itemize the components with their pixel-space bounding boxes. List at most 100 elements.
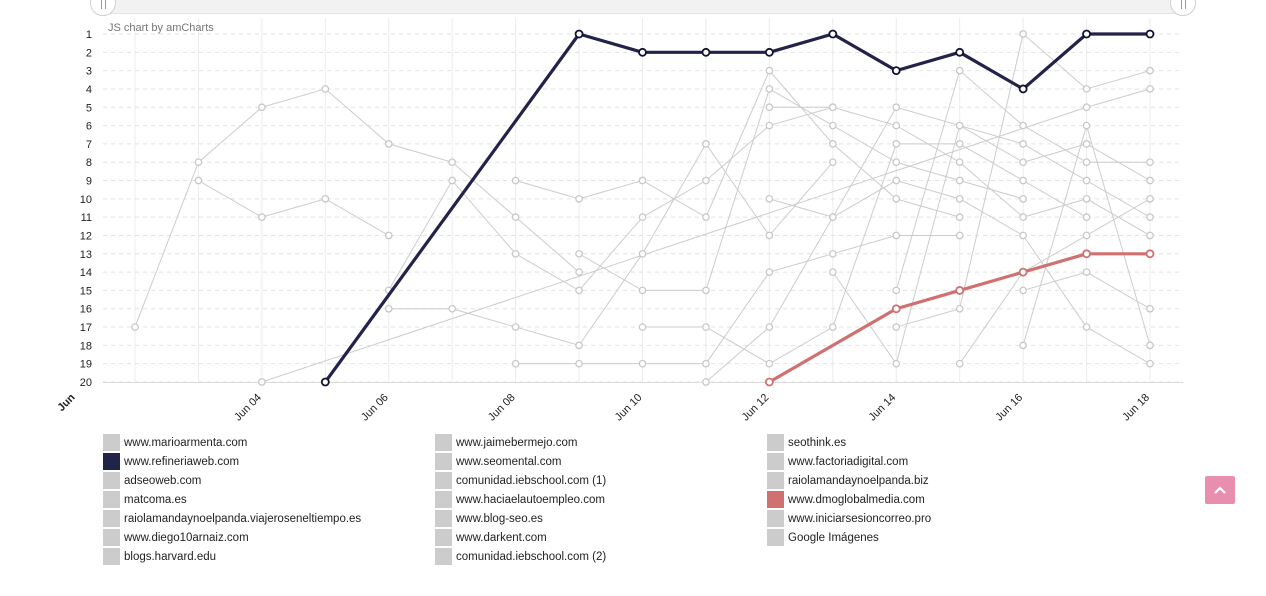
data-point	[892, 158, 901, 167]
data-point	[638, 176, 647, 185]
y-tick-label: 7	[86, 139, 92, 151]
data-point	[765, 66, 774, 75]
data-point	[575, 249, 583, 258]
legend-swatch	[435, 548, 452, 565]
data-point	[828, 249, 837, 258]
legend-item[interactable]: www.seomental.com	[435, 452, 755, 471]
y-tick-label: 18	[80, 340, 92, 352]
data-point	[258, 213, 266, 222]
series-11	[765, 103, 1154, 240]
data-point	[828, 158, 837, 167]
data-point	[575, 359, 583, 368]
data-point	[448, 176, 457, 185]
data-point	[511, 323, 520, 331]
data-point	[765, 231, 774, 240]
legend-item[interactable]: www.marioarmenta.com	[103, 433, 423, 452]
data-point	[1082, 249, 1091, 259]
data-point	[955, 231, 964, 240]
series-19	[1019, 121, 1154, 350]
series-line	[642, 143, 1087, 365]
data-point	[765, 85, 774, 93]
legend-item[interactable]: www.darkent.com	[435, 528, 755, 547]
chart-scrollbar[interactable]	[90, 0, 1196, 16]
data-point	[194, 158, 203, 167]
data-point	[1018, 84, 1028, 94]
y-tick-label: 15	[80, 285, 92, 297]
legend-label: seothink.es	[788, 436, 847, 449]
data-point	[892, 103, 901, 112]
data-point	[1146, 158, 1154, 167]
data-point	[1082, 158, 1091, 167]
series-13	[828, 121, 1154, 368]
x-tick-label: Jun 10	[613, 392, 645, 424]
legend-item[interactable]: www.haciaelautoempleo.com	[435, 490, 755, 509]
data-point	[765, 268, 774, 276]
series-18	[1019, 268, 1154, 313]
series-9	[638, 140, 1091, 368]
legend-item[interactable]: comunidad.iebschool.com (2)	[435, 547, 755, 566]
data-point	[1019, 140, 1027, 148]
series-line	[134, 88, 580, 328]
data-point	[638, 359, 647, 368]
legend-item[interactable]: www.blog-seo.es	[435, 509, 755, 528]
legend-item[interactable]: matcoma.es	[103, 490, 423, 509]
data-point	[892, 323, 901, 331]
legend-label: www.seomental.com	[456, 455, 562, 468]
data-point	[955, 66, 964, 75]
data-point	[1146, 304, 1154, 313]
data-point	[384, 140, 393, 148]
legend-swatch	[435, 491, 452, 508]
legend-item[interactable]: raiolamandaynoelpanda.biz	[767, 471, 1087, 490]
legend-swatch	[767, 510, 784, 527]
legend-item[interactable]: www.refineriaweb.com	[103, 452, 423, 471]
data-point	[638, 323, 647, 331]
data-point	[955, 121, 964, 130]
legend-item[interactable]: seothink.es	[767, 433, 1087, 452]
chart-credit[interactable]: JS chart by amCharts	[108, 22, 214, 34]
legend-item[interactable]: www.diego10arnaiz.com	[103, 528, 423, 547]
data-point	[764, 47, 774, 57]
back-to-top-button[interactable]	[1205, 476, 1235, 504]
legend-label: www.jaimebermejo.com	[456, 436, 578, 449]
data-point	[1019, 231, 1027, 240]
data-point	[702, 359, 710, 368]
data-point	[702, 176, 710, 185]
data-point	[765, 194, 774, 203]
y-tick-label: 17	[80, 322, 92, 334]
legend-item[interactable]: raiolamandaynoelpanda.viajeroseneltiempo…	[103, 509, 423, 528]
data-point	[1082, 85, 1091, 93]
data-point	[638, 286, 647, 295]
legend-label: raiolamandaynoelpanda.biz	[788, 474, 929, 487]
series-0	[131, 85, 583, 331]
data-point	[1082, 29, 1091, 39]
data-point	[194, 176, 203, 185]
legend-item[interactable]: www.dmoglobalmedia.com	[767, 490, 1087, 509]
data-point	[511, 213, 520, 222]
legend-item[interactable]: adseoweb.com	[103, 471, 423, 490]
legend-item[interactable]: www.jaimebermejo.com	[435, 433, 755, 452]
data-point	[1146, 194, 1154, 203]
legend-item[interactable]: www.iniciarsesioncorreo.pro	[767, 509, 1087, 528]
data-point	[511, 176, 520, 185]
data-point	[955, 47, 965, 57]
series-2	[194, 176, 393, 240]
data-point	[638, 213, 647, 222]
legend-swatch	[103, 529, 120, 546]
y-tick-label: 5	[86, 102, 92, 114]
series-muted	[131, 30, 1154, 386]
series-line	[515, 234, 960, 365]
data-point	[892, 176, 901, 185]
data-point	[1082, 213, 1091, 222]
legend-item[interactable]: Google Imágenes	[767, 528, 1087, 547]
data-point	[702, 286, 710, 295]
y-tick-label: 14	[80, 267, 92, 279]
legend-label: www.diego10arnaiz.com	[124, 531, 249, 544]
data-point	[955, 359, 964, 368]
legend-item[interactable]: comunidad.iebschool.com (1)	[435, 471, 755, 490]
legend-swatch	[103, 472, 120, 489]
legend-item[interactable]: www.factoriadigital.com	[767, 452, 1087, 471]
series-5	[384, 140, 837, 350]
legend-item[interactable]: blogs.harvard.edu	[103, 547, 423, 566]
